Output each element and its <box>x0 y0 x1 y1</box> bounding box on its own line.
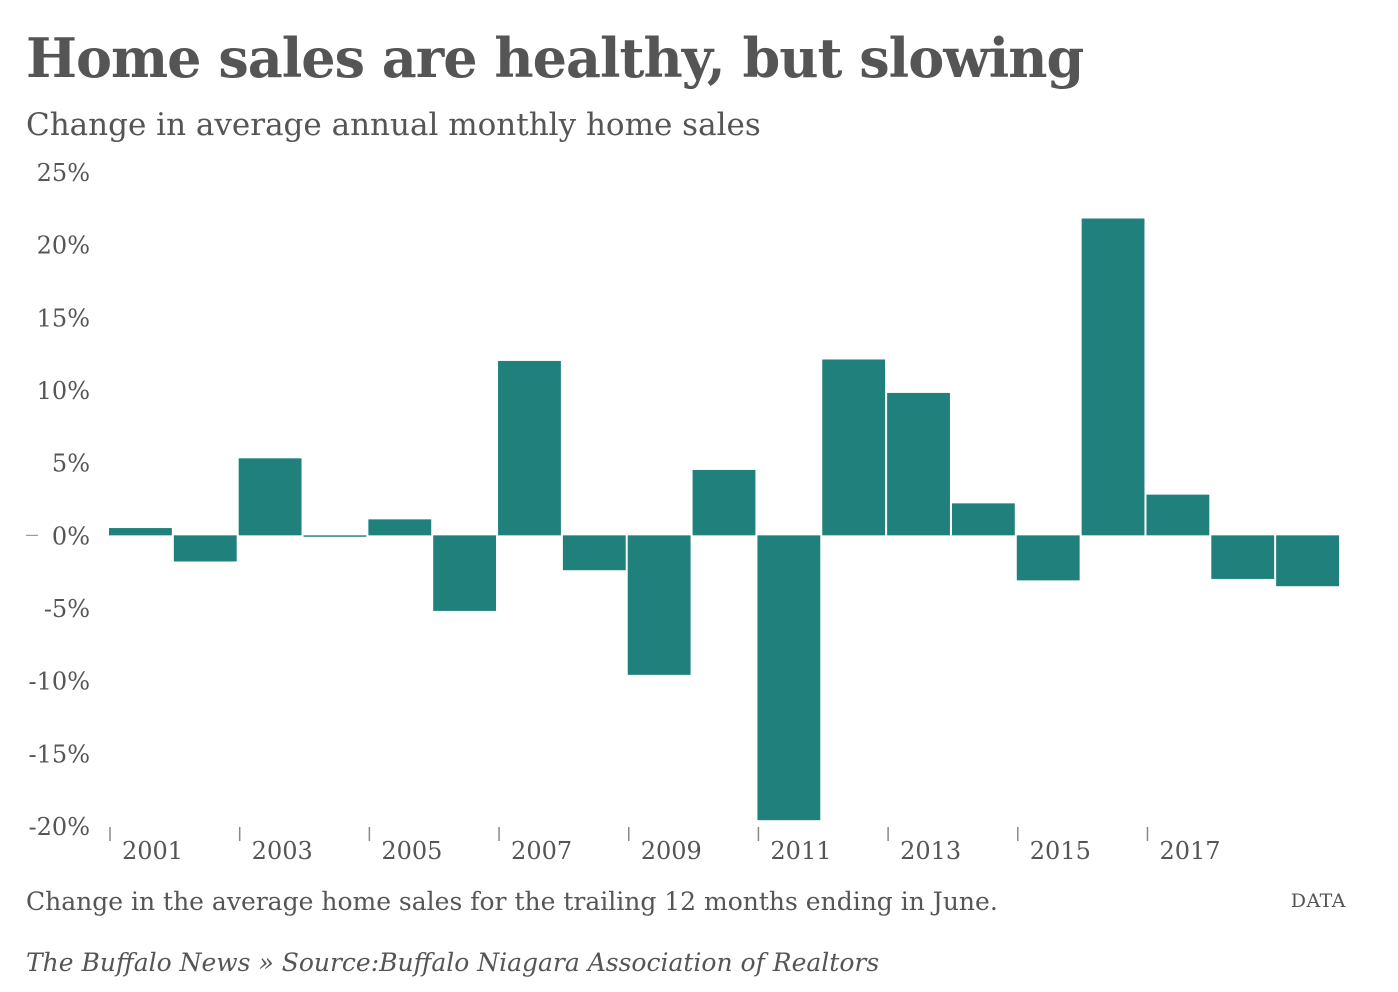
bar-2010 <box>692 469 756 536</box>
x-axis: 2001 2003 2005 2007 2009 2011 2013 2015 2017 <box>109 827 1221 865</box>
bar-2017 <box>1146 494 1210 536</box>
y-axis: 25% 20% 15% 10% 5% 0% -5% -10% -15% -20% <box>26 159 90 841</box>
y-tick-label: 25% <box>37 159 90 187</box>
bar-2013 <box>887 392 950 536</box>
y-tick-label: -10% <box>29 668 90 696</box>
bar-2011 <box>757 535 821 821</box>
bar-2009 <box>627 535 691 675</box>
bar-2016 <box>1081 218 1145 536</box>
bar-2012 <box>822 359 886 536</box>
chart-note: Change in the average home sales for the… <box>26 887 998 916</box>
y-tick-label: -20% <box>29 813 90 841</box>
x-tick-label: 2015 <box>1030 837 1091 865</box>
x-tick-label: 2005 <box>381 837 442 865</box>
chart-source: The Buffalo News » Source:Buffalo Niagar… <box>26 948 880 977</box>
bars <box>109 218 1339 821</box>
x-tick-label: 2013 <box>900 837 961 865</box>
bar-2007 <box>498 360 561 536</box>
bar-2014 <box>951 503 1015 536</box>
bar-2019 <box>1276 535 1339 587</box>
bar-2018 <box>1211 535 1275 579</box>
bar-2002 <box>173 535 237 562</box>
chart-subtitle: Change in average annual monthly home sa… <box>26 107 761 143</box>
x-tick-label: 2007 <box>511 837 572 865</box>
bar-2003 <box>238 458 302 536</box>
y-tick-label: 20% <box>37 232 90 260</box>
y-tick-label: -15% <box>29 740 90 768</box>
bar-2004 <box>303 535 367 537</box>
data-link[interactable]: DATA <box>1290 890 1346 912</box>
y-tick-label: 10% <box>37 377 90 405</box>
y-tick-label: 5% <box>52 450 90 478</box>
chart-title: Home sales are healthy, but slowing <box>26 26 1084 90</box>
x-tick-label: 2001 <box>122 837 183 865</box>
x-tick-label: 2011 <box>770 837 831 865</box>
bar-2015 <box>1016 535 1080 581</box>
x-tick-label: 2009 <box>641 837 702 865</box>
bar-2008 <box>562 535 626 571</box>
y-tick-label: 0% <box>52 522 90 550</box>
x-tick-label: 2017 <box>1159 837 1220 865</box>
y-tick-label: 15% <box>37 304 90 332</box>
bar-chart: 25% 20% 15% 10% 5% 0% -5% -10% -15% -20% 2001 2003… <box>26 159 1339 865</box>
bar-2001 <box>109 528 172 536</box>
bar-2005 <box>368 519 432 536</box>
x-tick-label: 2003 <box>252 837 313 865</box>
y-tick-label: -5% <box>44 595 90 623</box>
bar-2006 <box>433 535 497 611</box>
